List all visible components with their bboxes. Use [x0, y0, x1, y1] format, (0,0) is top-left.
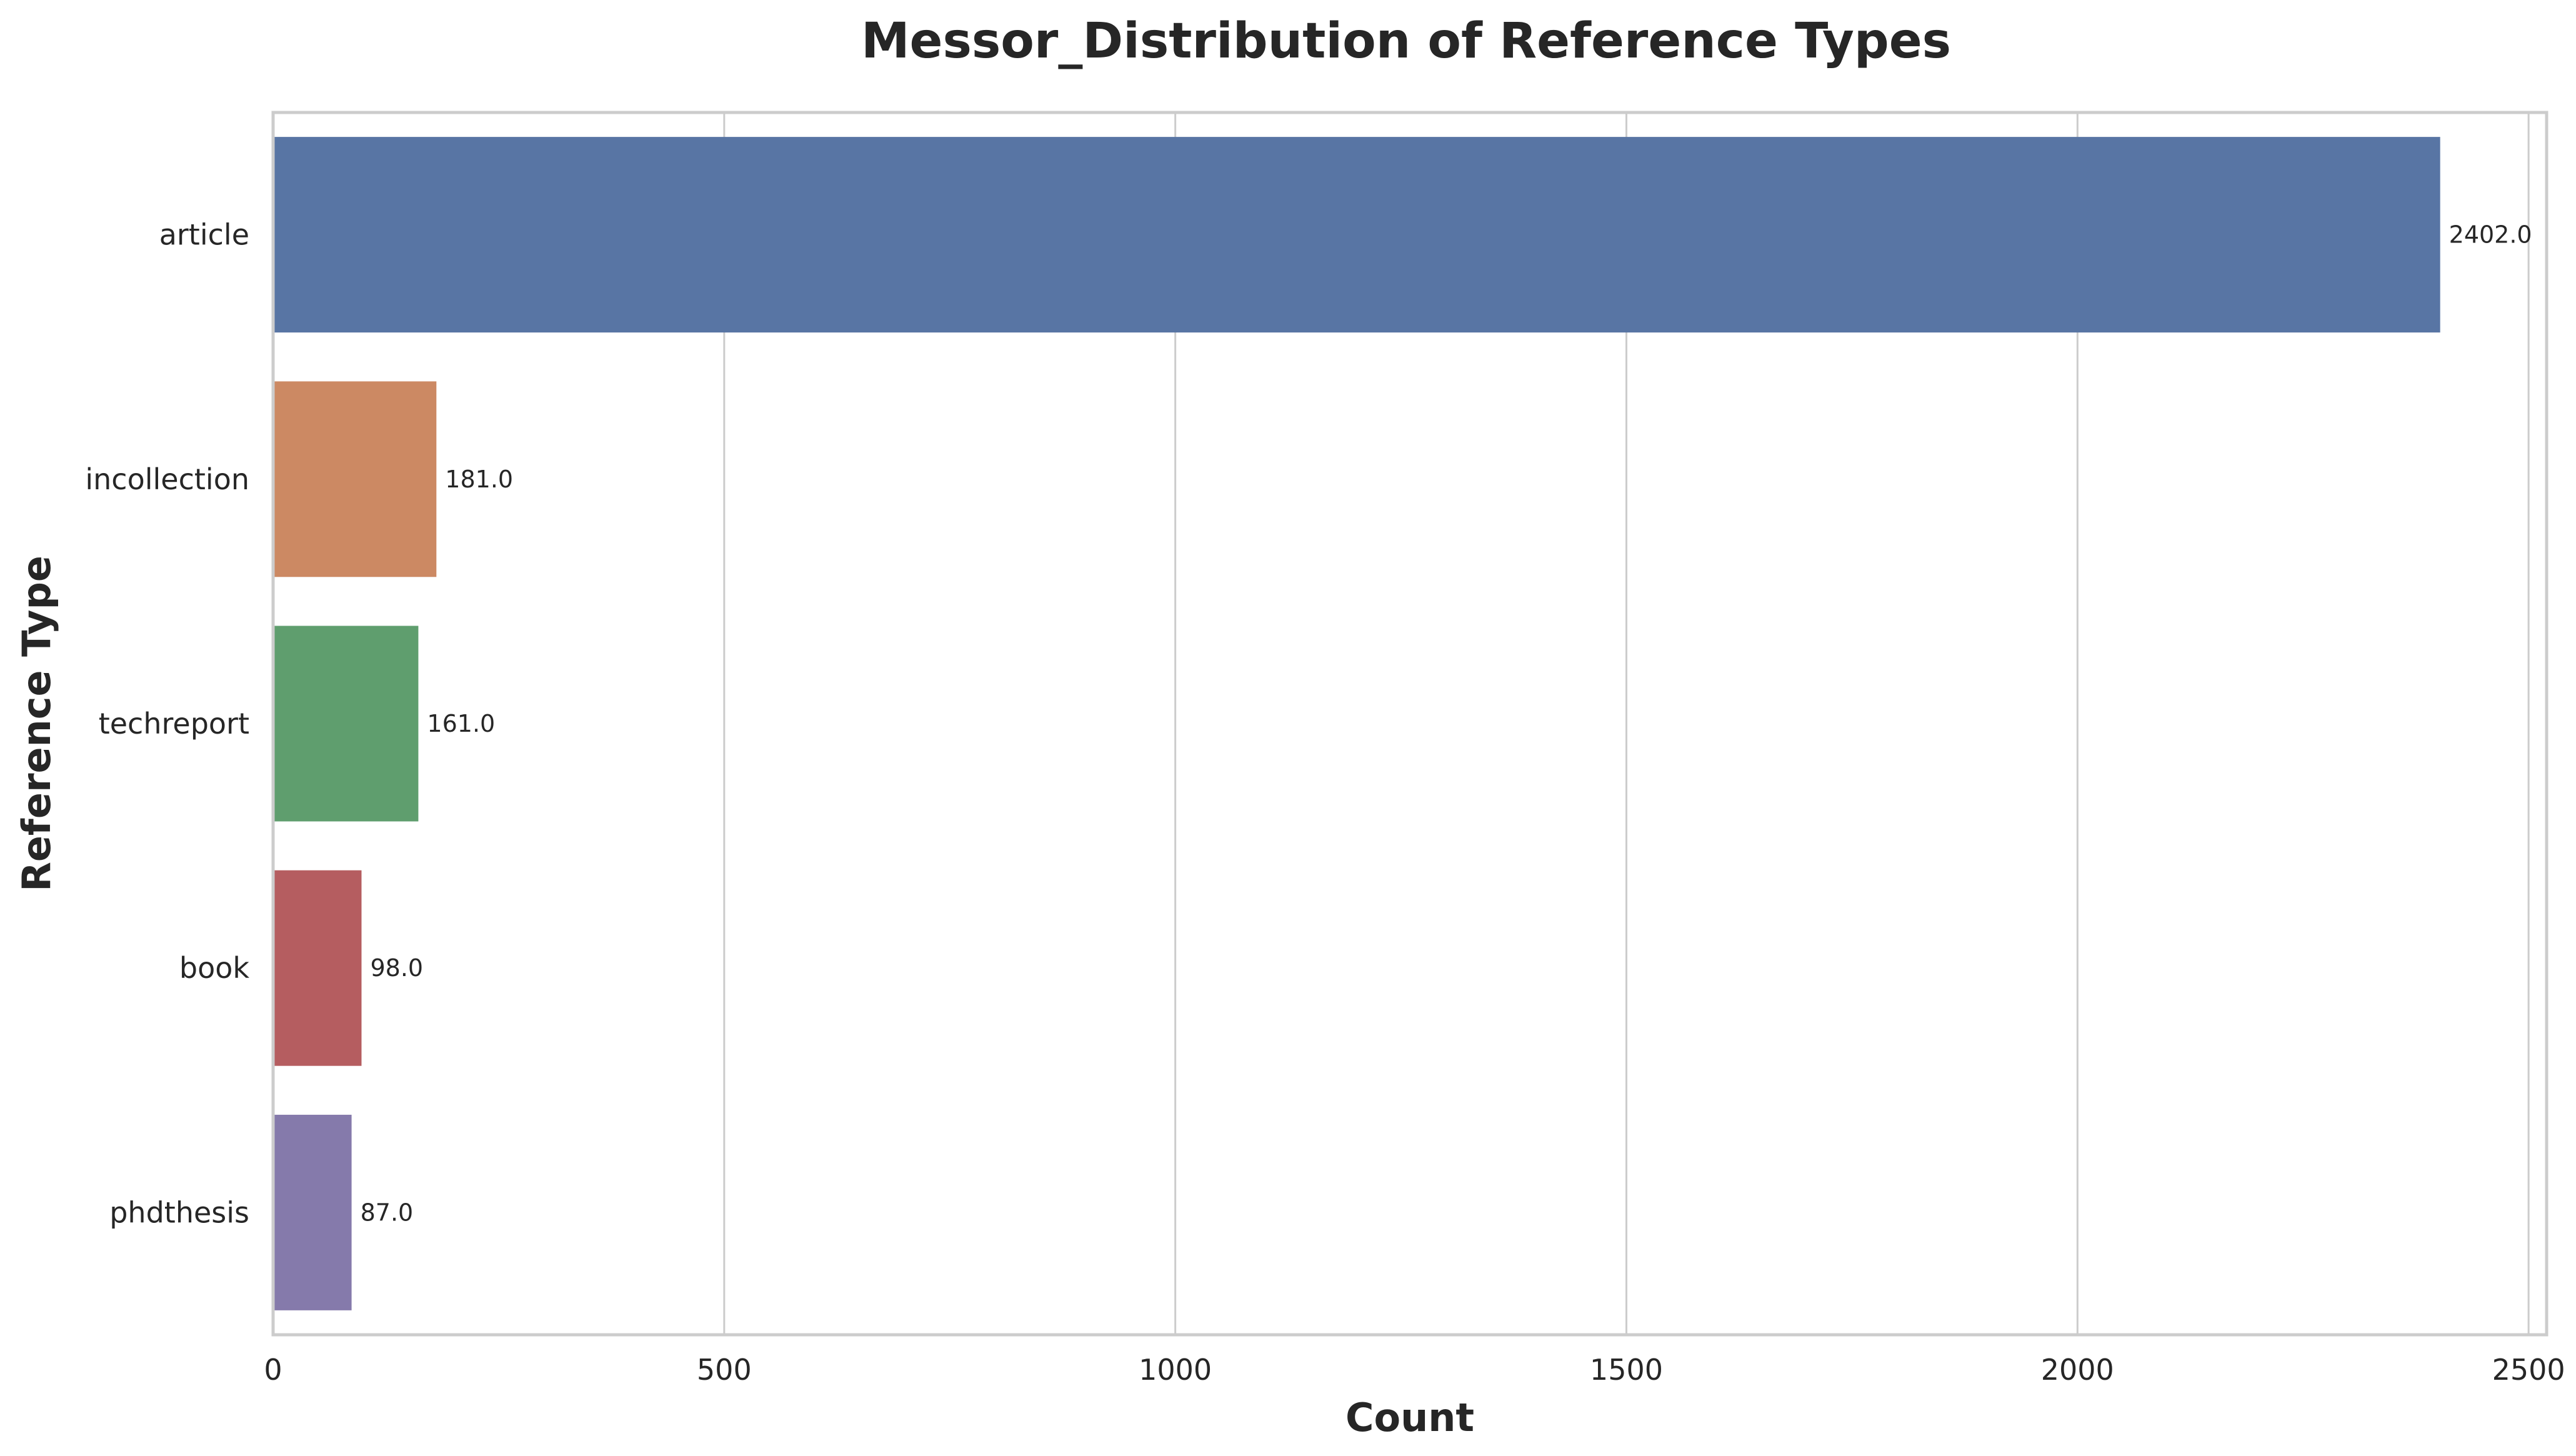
y-tick-label: phdthesis — [109, 1195, 249, 1229]
y-tick-label: techreport — [99, 707, 249, 740]
bar-book — [273, 870, 362, 1066]
x-tick-label: 1000 — [1139, 1353, 1212, 1387]
data-label: 98.0 — [370, 954, 423, 982]
y-axis-title: Reference Type — [14, 556, 59, 892]
y-tick-label: book — [179, 951, 249, 985]
x-tick-label: 0 — [264, 1353, 282, 1387]
chart-title: Messor_Distribution of Reference Types — [861, 13, 1951, 69]
tick-labels: 0 500 1000 1500 2000 2500 article incollection t… — [85, 218, 2565, 1387]
plot-frame — [271, 111, 2549, 1337]
x-tick-label: 500 — [697, 1353, 752, 1387]
data-labels: 2402.0 181.0 161.0 98.0 87.0 — [361, 221, 2532, 1227]
y-tick-label: incollection — [85, 462, 249, 496]
bar-article — [273, 137, 2440, 333]
bars — [273, 137, 2440, 1310]
bar-incollection — [273, 381, 437, 577]
data-label: 181.0 — [445, 466, 513, 493]
data-label: 2402.0 — [2449, 221, 2532, 249]
x-axis-title: Count — [1345, 1395, 1474, 1440]
x-tick-label: 1500 — [1590, 1353, 1663, 1387]
y-tick-label: article — [159, 218, 249, 252]
data-label: 87.0 — [361, 1199, 414, 1226]
bar-techreport — [273, 626, 419, 822]
x-tick-label: 2000 — [2041, 1353, 2114, 1387]
bar-phdthesis — [273, 1114, 352, 1310]
data-label: 161.0 — [427, 710, 495, 737]
x-tick-label: 2500 — [2492, 1353, 2565, 1387]
